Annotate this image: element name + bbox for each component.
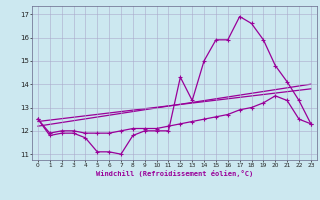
X-axis label: Windchill (Refroidissement éolien,°C): Windchill (Refroidissement éolien,°C): [96, 170, 253, 177]
